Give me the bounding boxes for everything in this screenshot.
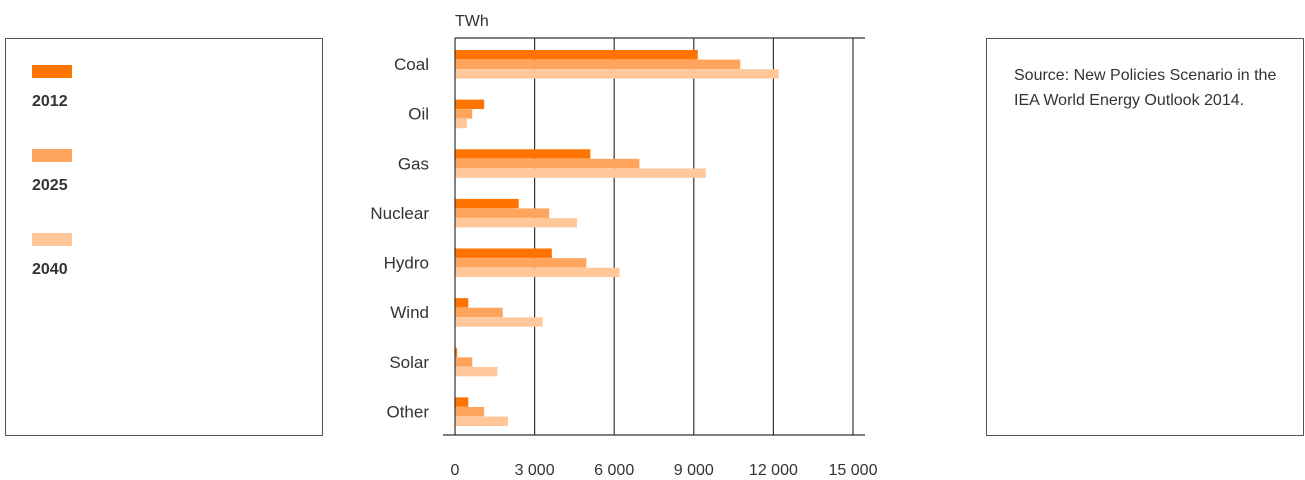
bar-oil-2012: [455, 99, 485, 110]
tick-label-6000: 6 000: [594, 462, 634, 479]
legend-item-2040: 2040: [32, 233, 72, 279]
category-label-wind: Wind: [390, 303, 429, 322]
bar-nuclear-2040: [455, 218, 578, 228]
unit-label: TWh: [455, 13, 489, 30]
bar-hydro-2012: [455, 248, 552, 258]
bar-nuclear-2025: [455, 208, 550, 218]
bar-coal-2012: [455, 50, 698, 60]
source-panel: Source: New Policies Scenario in the IEA…: [986, 38, 1304, 436]
category-labels: Coal Oil Gas Nuclear Hydro Wind Solar Other: [370, 55, 429, 421]
legend-swatch-2040: [32, 233, 72, 246]
bar-coal-2040: [455, 69, 779, 79]
bar-other-2025: [455, 406, 485, 417]
category-label-coal: Coal: [394, 55, 429, 74]
tick-label-3000: 3 000: [515, 462, 555, 479]
legend: 2012 2025 2040: [5, 38, 323, 436]
tick-labels: 0 3 000 6 000 9 000 12 000 15 000: [451, 462, 878, 479]
legend-label-2012: 2012: [32, 93, 68, 110]
bar-hydro-2025: [455, 258, 587, 268]
bar-solar-2040: [455, 366, 498, 377]
bar-wind-2040: [455, 317, 543, 327]
legend-swatch-2012: [32, 65, 72, 78]
bar-wind-2025: [455, 307, 503, 318]
grid: [533, 38, 854, 435]
bar-coal-2025: [455, 59, 741, 69]
bar-solar-2025: [455, 357, 473, 367]
bar-gas-2012: [455, 149, 591, 159]
legend-item-2025: 2025: [32, 149, 72, 195]
bar-oil-2040: [455, 118, 467, 129]
legend-swatch-2025: [32, 149, 72, 162]
category-label-nuclear: Nuclear: [370, 204, 429, 223]
category-label-hydro: Hydro: [384, 254, 429, 273]
category-label-oil: Oil: [408, 105, 429, 124]
category-label-other: Other: [386, 402, 429, 421]
bar-gas-2025: [455, 158, 640, 169]
category-label-gas: Gas: [398, 154, 429, 173]
bar-hydro-2040: [455, 267, 620, 278]
bar-oil-2025: [455, 109, 473, 119]
axes: [443, 37, 865, 436]
source-note: Source: New Policies Scenario in the IEA…: [1014, 67, 1277, 109]
bar-gas-2040: [455, 168, 706, 178]
tick-label-15000: 15 000: [829, 462, 878, 479]
tick-label-0: 0: [451, 462, 460, 479]
bar-solar-2012: [455, 347, 458, 358]
legend-label-2025: 2025: [32, 177, 68, 194]
bar-wind-2012: [455, 298, 469, 308]
bar-other-2012: [455, 397, 469, 407]
legend-label-2040: 2040: [32, 261, 68, 278]
bar-other-2040: [455, 416, 509, 426]
bar-nuclear-2012: [455, 198, 519, 209]
legend-item-2012: 2012: [32, 65, 72, 111]
bars: [455, 50, 779, 426]
category-label-solar: Solar: [389, 353, 429, 372]
tick-label-9000: 9 000: [674, 462, 714, 479]
tick-label-12000: 12 000: [749, 462, 798, 479]
